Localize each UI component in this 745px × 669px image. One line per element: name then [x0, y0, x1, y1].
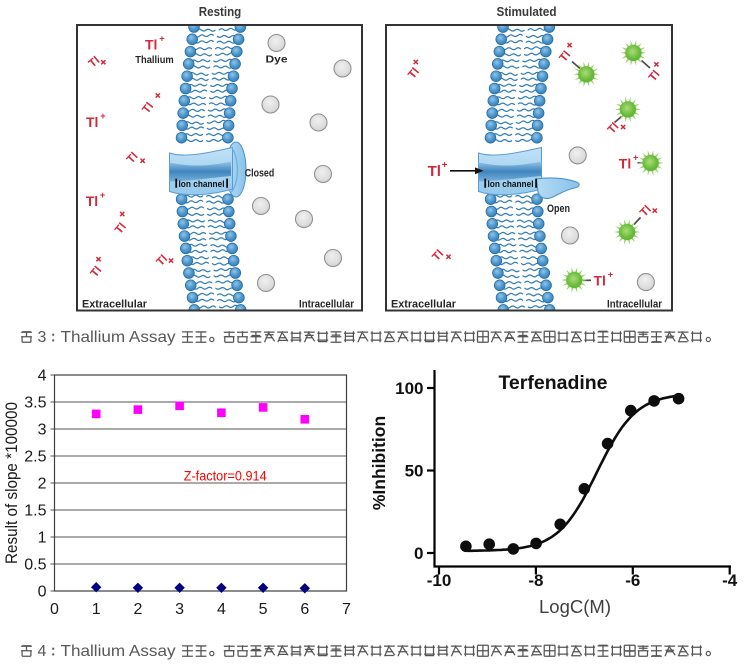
svg-text:6: 6 [300, 601, 309, 618]
svg-text:+: + [159, 33, 164, 43]
svg-text:Ion channel: Ion channel [488, 179, 534, 190]
svg-text:-8: -8 [528, 571, 543, 590]
svg-text:1: 1 [92, 601, 101, 618]
svg-text:3: 3 [38, 329, 47, 346]
svg-text:Resting: Resting [199, 4, 242, 19]
svg-text:-6: -6 [625, 571, 640, 590]
svg-text:Tl: Tl [619, 156, 631, 172]
svg-text:3: 3 [175, 601, 184, 618]
svg-text:4: 4 [217, 601, 226, 618]
svg-text:4: 4 [38, 643, 47, 660]
svg-text:+: + [608, 270, 613, 280]
svg-text:7: 7 [342, 601, 351, 618]
svg-text:0: 0 [414, 544, 423, 563]
svg-text:1.5: 1.5 [24, 503, 46, 520]
svg-text:+: + [633, 153, 638, 163]
svg-text:Stimulated: Stimulated [497, 4, 557, 19]
svg-text:Ion channel: Ion channel [179, 179, 225, 190]
svg-text:4: 4 [38, 368, 47, 385]
svg-text:0.5: 0.5 [24, 557, 46, 574]
svg-text:2: 2 [133, 601, 142, 618]
svg-text:Open: Open [547, 203, 570, 215]
svg-text:Closed: Closed [245, 168, 275, 180]
svg-text:0: 0 [50, 601, 59, 618]
svg-text:Z-factor=0.914: Z-factor=0.914 [184, 468, 267, 484]
svg-text:%Inhibition: %Inhibition [369, 416, 389, 510]
svg-text:Thallium Assay: Thallium Assay [61, 329, 176, 346]
svg-text:-4: -4 [722, 571, 738, 590]
svg-text:Extracellular: Extracellular [82, 299, 148, 311]
svg-text:Result of slope *100000: Result of slope *100000 [2, 402, 21, 564]
svg-text:50: 50 [405, 462, 424, 481]
svg-text:2: 2 [38, 476, 47, 493]
svg-text:5: 5 [259, 601, 268, 618]
svg-text:Intracellular: Intracellular [299, 299, 355, 311]
svg-text:+: + [442, 160, 448, 171]
svg-text:Intracellular: Intracellular [607, 299, 663, 311]
svg-text:100: 100 [395, 379, 423, 398]
svg-text:3: 3 [38, 422, 47, 439]
svg-text:2.5: 2.5 [24, 449, 46, 466]
svg-text:Extracellular: Extracellular [391, 299, 457, 311]
svg-text:-10: -10 [427, 571, 452, 590]
svg-text:Dye: Dye [266, 54, 288, 66]
svg-text:0: 0 [38, 584, 47, 601]
svg-text:Tl: Tl [428, 163, 441, 180]
svg-text:Tl: Tl [86, 193, 98, 209]
svg-text:1: 1 [38, 530, 47, 547]
svg-text:3.5: 3.5 [24, 395, 46, 412]
svg-text:Tl: Tl [145, 36, 157, 52]
svg-text:+: + [100, 190, 105, 200]
svg-text:Terfenadine: Terfenadine [498, 372, 607, 394]
svg-text:Thallium: Thallium [135, 54, 174, 66]
svg-text:Tl: Tl [594, 273, 606, 289]
svg-text:Tl: Tl [86, 114, 98, 130]
svg-text:LogC(M): LogC(M) [539, 596, 611, 617]
svg-text:+: + [100, 111, 105, 121]
svg-text:Thallium Assay: Thallium Assay [61, 643, 176, 660]
